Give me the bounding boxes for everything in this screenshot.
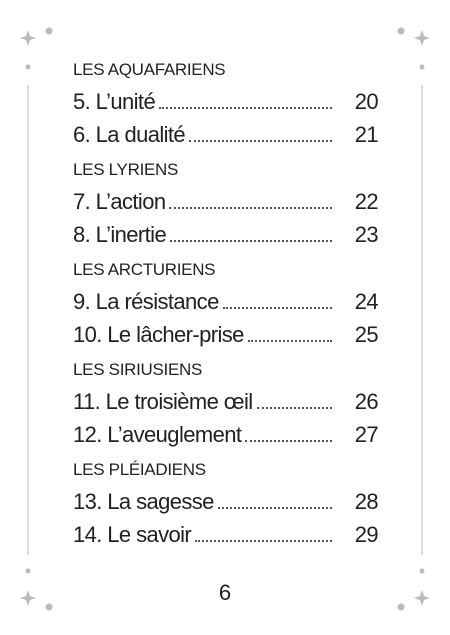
toc-entry: 13. La sagesse 28 — [73, 485, 379, 518]
section-title: LES PLÉIADIENS — [73, 460, 206, 479]
entry-label: 13. La sagesse — [73, 488, 214, 514]
toc-entry: 8. L’inertie 23 — [73, 218, 379, 251]
toc-entry: 10. Le lâcher-prise 25 — [73, 318, 379, 351]
sparkle — [20, 590, 36, 606]
table-of-contents: LES AQUAFARIENS 5. L’unité 20 6. La dualité… — [73, 55, 379, 555]
section: LES LYRIENS 7. L’action 22 8. L’inertie 23 — [73, 155, 379, 251]
dot-leader — [245, 440, 332, 442]
dot-leader — [159, 107, 332, 109]
dot — [25, 64, 31, 70]
sparkle — [20, 30, 36, 46]
dot — [419, 568, 425, 574]
dot-leader — [170, 240, 332, 242]
dot-leader — [222, 307, 332, 309]
section-title: LES AQUAFARIENS — [73, 60, 226, 79]
entry-page: 25 — [354, 321, 379, 347]
dot-leader — [169, 207, 332, 209]
entry-page: 29 — [354, 521, 379, 547]
section: LES SIRIUSIENS 11. Le troisième œil 26 12. … — [73, 355, 379, 451]
entry-label: 12. L’aveuglement — [73, 421, 242, 447]
dot — [25, 568, 31, 574]
toc-entry: 6. La dualité 21 — [73, 118, 379, 151]
section: LES PLÉIADIENS 13. La sagesse 28 14. Le sav… — [73, 455, 379, 551]
entry-label: 11. Le troisième œil — [73, 388, 253, 414]
entry-page: 26 — [354, 388, 379, 414]
toc-entry: 5. L’unité 20 — [73, 85, 379, 118]
dot-leader — [256, 407, 332, 409]
entry-label: 9. La résistance — [73, 288, 219, 314]
dot-leader — [195, 540, 332, 542]
sparkle — [414, 590, 430, 606]
dot — [397, 27, 405, 35]
entry-page: 21 — [354, 121, 379, 147]
entry-page: 28 — [354, 488, 379, 514]
dot — [397, 603, 405, 611]
entry-page: 24 — [354, 288, 379, 314]
toc-entry: 9. La résistance 24 — [73, 285, 379, 318]
page-number: 6 — [218, 580, 232, 605]
entry-page: 23 — [354, 221, 379, 247]
dot — [45, 27, 53, 35]
entry-label: 6. La dualité — [73, 121, 186, 147]
section-title: LES ARCTURIENS — [73, 260, 216, 279]
entry-label: 8. L’inertie — [73, 221, 167, 247]
section: LES AQUAFARIENS 5. L’unité 20 6. La dualité… — [73, 55, 379, 151]
dot — [419, 64, 425, 70]
toc-entry: 12. L’aveuglement 27 — [73, 418, 379, 451]
entry-page: 22 — [354, 188, 379, 214]
section: LES ARCTURIENS 9. La résistance 24 10. Le l… — [73, 255, 379, 351]
dot-leader — [189, 140, 332, 142]
dot-leader — [247, 340, 332, 342]
entry-page: 20 — [354, 88, 379, 114]
section-title: LES SIRIUSIENS — [73, 360, 203, 379]
section-title: LES LYRIENS — [73, 160, 179, 179]
dot-leader — [217, 507, 332, 509]
toc-entry: 7. L’action 22 — [73, 185, 379, 218]
sparkle — [414, 30, 430, 46]
entry-page: 27 — [354, 421, 379, 447]
entry-label: 14. Le savoir — [73, 521, 192, 547]
entry-label: 10. Le lâcher-prise — [73, 321, 244, 347]
toc-entry: 11. Le troisième œil 26 — [73, 385, 379, 418]
entry-label: 7. L’action — [73, 188, 166, 214]
entry-label: 5. L’unité — [73, 88, 156, 114]
toc-entry: 14. Le savoir 29 — [73, 518, 379, 551]
dot — [45, 603, 53, 611]
